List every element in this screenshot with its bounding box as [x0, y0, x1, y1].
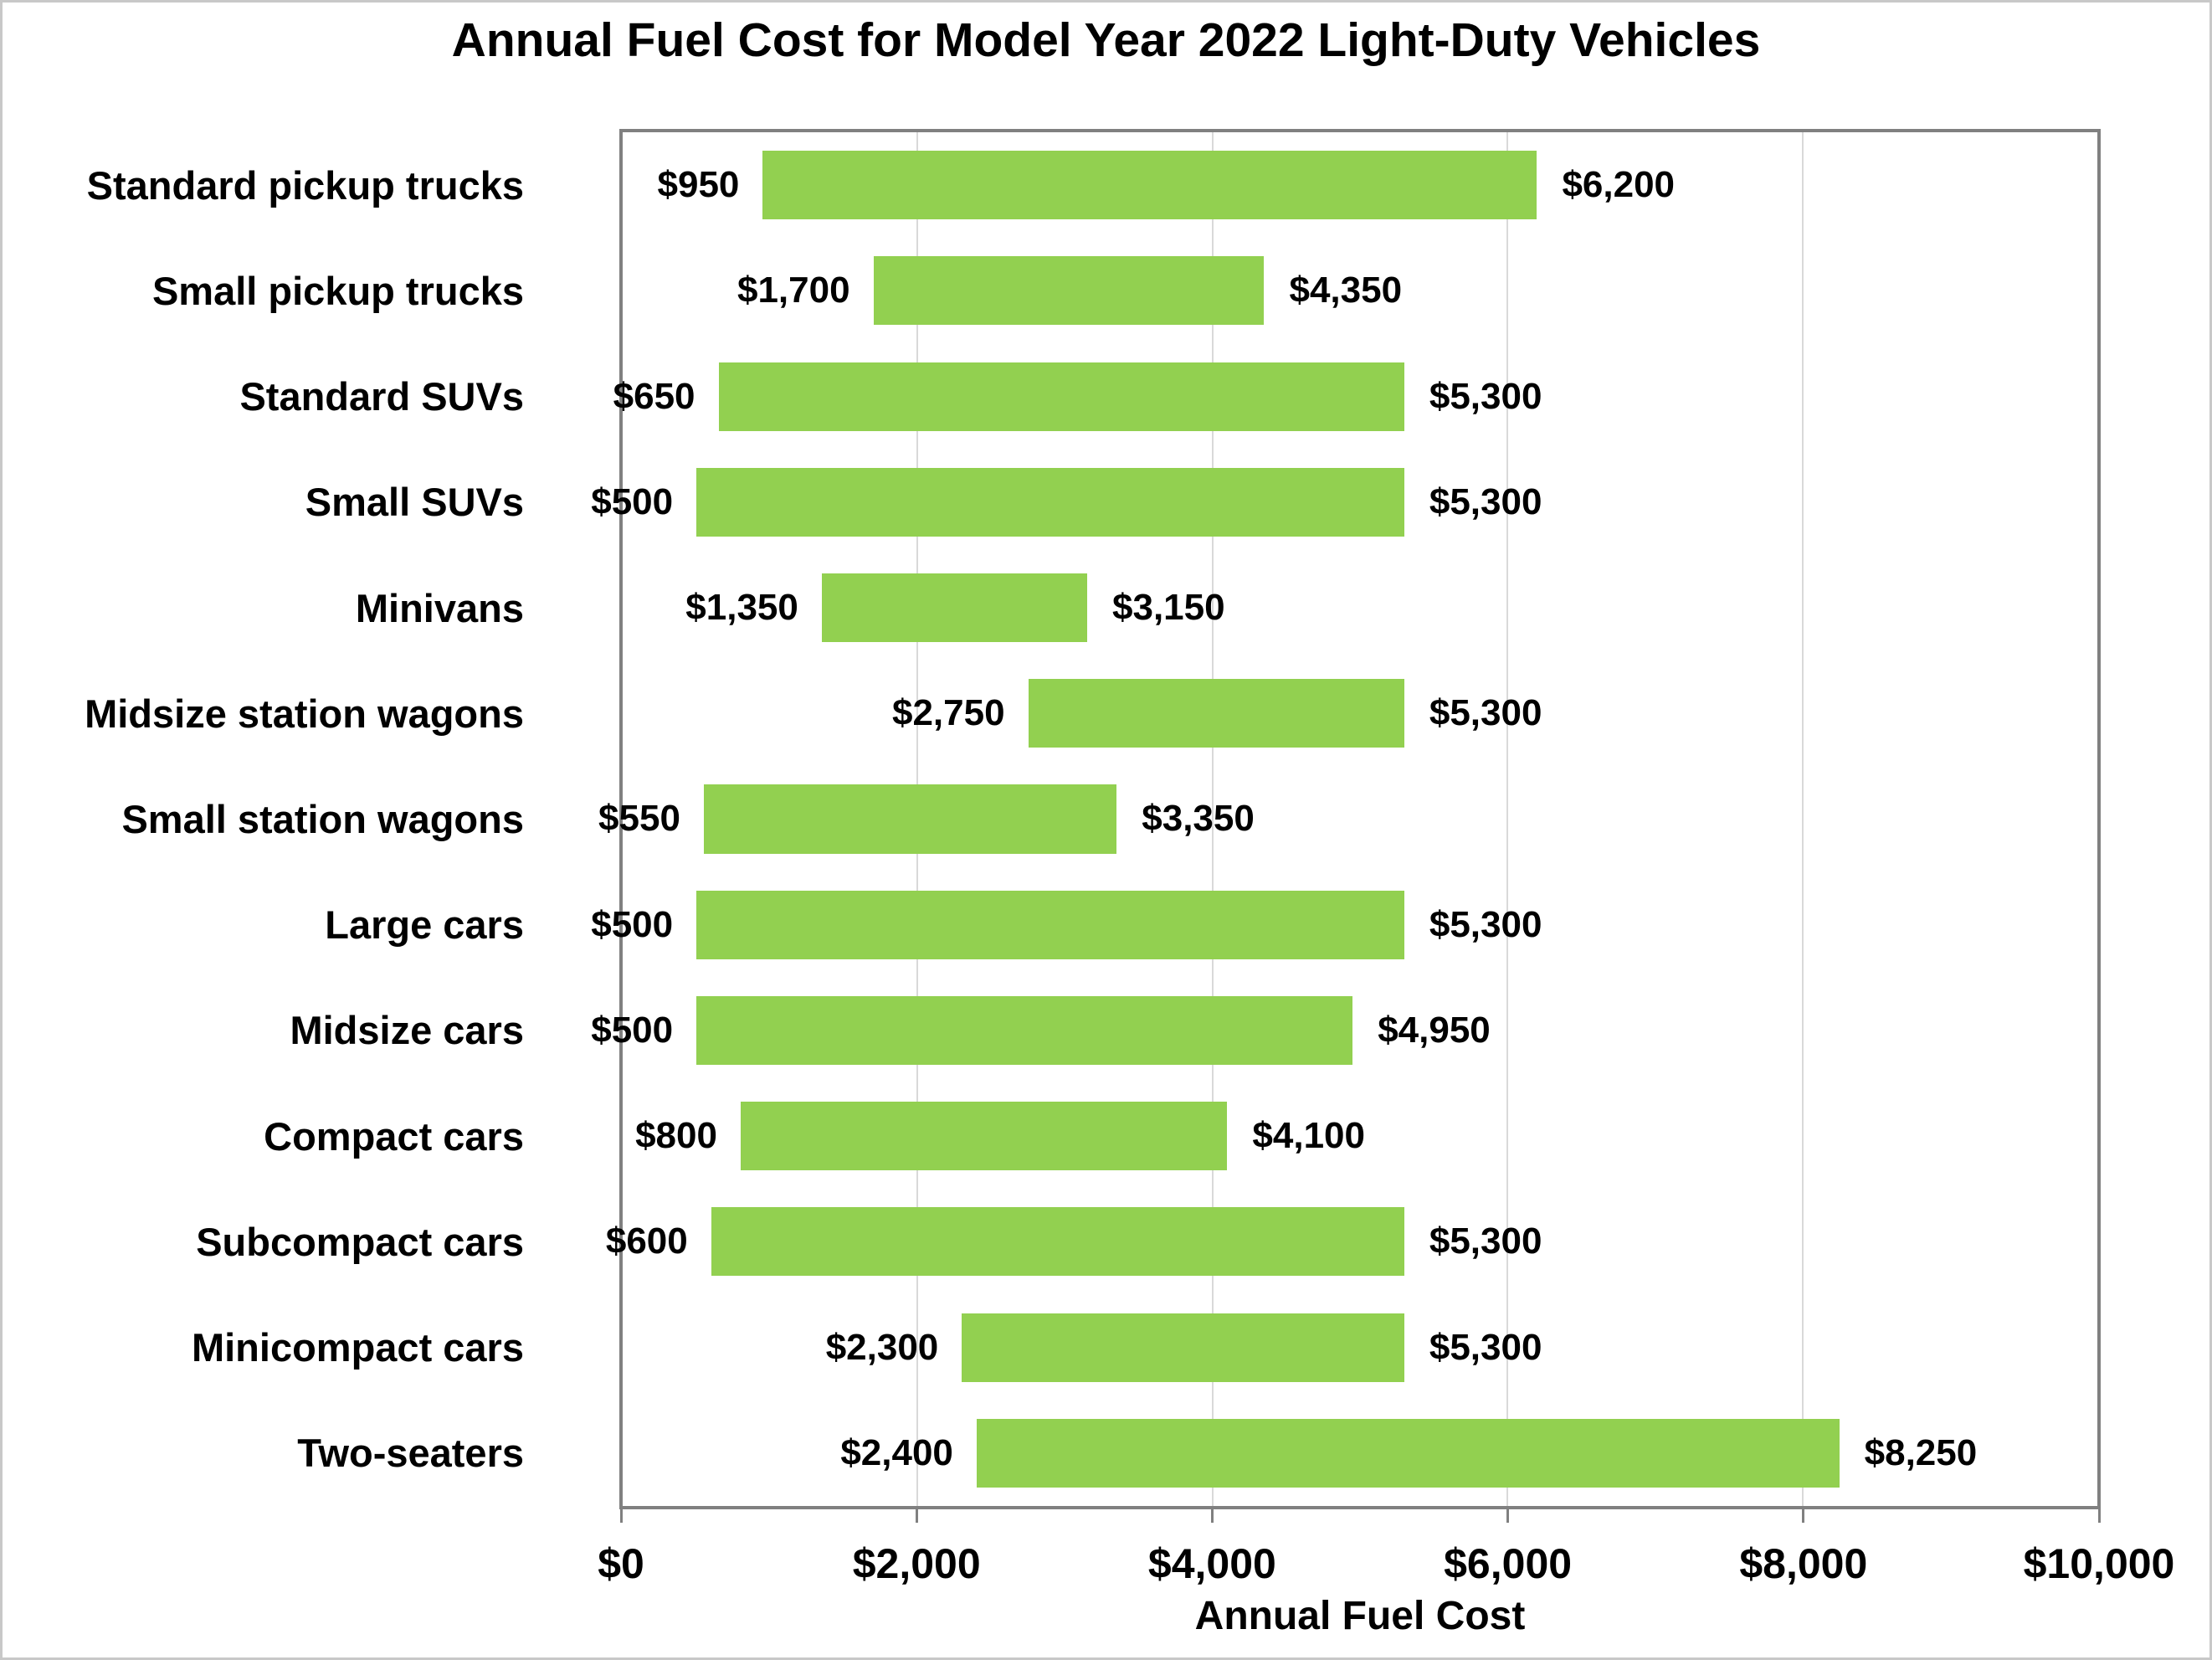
min-value-label: $800 — [635, 1115, 717, 1157]
range-bar — [873, 256, 1265, 326]
gridline — [1801, 132, 1804, 1506]
range-bar — [740, 1102, 1228, 1171]
chart-title: Annual Fuel Cost for Model Year 2022 Lig… — [451, 13, 1761, 67]
x-tick-label: $10,000 — [2023, 1540, 2175, 1587]
category-label: Minicompact cars — [191, 1325, 524, 1370]
x-tick-label: $8,000 — [1739, 1540, 1868, 1587]
x-tick-mark — [915, 1509, 918, 1523]
max-value-label: $3,150 — [1112, 587, 1225, 629]
x-tick-label: $4,000 — [1147, 1540, 1276, 1587]
range-bar — [718, 362, 1404, 431]
min-value-label: $500 — [591, 903, 674, 945]
min-value-label: $600 — [605, 1221, 688, 1262]
min-value-label: $500 — [591, 1009, 674, 1051]
x-tick-mark — [1506, 1509, 1510, 1523]
range-bar — [703, 784, 1117, 854]
max-value-label: $5,300 — [1429, 481, 1542, 522]
category-label: Standard pickup trucks — [86, 162, 524, 208]
max-value-label: $4,100 — [1252, 1115, 1365, 1157]
min-value-label: $2,300 — [825, 1326, 939, 1368]
range-bar — [762, 151, 1537, 220]
max-value-label: $5,300 — [1429, 692, 1542, 734]
category-label: Large cars — [325, 902, 524, 948]
plot-area: $950 $6,200 $1,700 $4,350 $650 $5,300 $500 $5,3… — [591, 129, 2101, 1509]
category-label: Small pickup trucks — [151, 268, 524, 313]
range-bar — [696, 890, 1404, 959]
bars-layer: $950 $6,200 $1,700 $4,350 $650 $5,300 $500 $5,3… — [591, 132, 2097, 1506]
range-bar — [696, 467, 1404, 537]
x-tick-label: $2,000 — [852, 1540, 981, 1587]
max-value-label: $4,350 — [1289, 270, 1403, 311]
category-label: Minivans — [355, 585, 524, 630]
x-axis-title: Annual Fuel Cost — [1194, 1594, 1526, 1638]
max-value-label: $5,300 — [1429, 1326, 1542, 1368]
min-value-label: $650 — [613, 375, 695, 417]
max-value-label: $6,200 — [1562, 164, 1676, 206]
range-bar — [711, 1207, 1404, 1277]
min-value-label: $1,700 — [736, 270, 850, 311]
y-axis-category-labels: Standard pickup trucks Small pickup truck… — [3, 132, 524, 1506]
gridline — [1506, 132, 1509, 1506]
max-value-label: $5,300 — [1429, 375, 1542, 417]
min-value-label: $550 — [598, 798, 680, 840]
max-value-label: $8,250 — [1864, 1431, 1978, 1473]
x-tick-mark — [1210, 1509, 1214, 1523]
range-bar — [696, 995, 1353, 1065]
category-label: Standard SUVs — [239, 374, 524, 419]
category-label: Midsize station wagons — [85, 691, 524, 736]
range-bar — [976, 1418, 1840, 1488]
max-value-label: $5,300 — [1429, 903, 1542, 945]
x-tick-label: $0 — [598, 1540, 644, 1587]
x-tick-mark — [2097, 1509, 2101, 1523]
max-value-label: $5,300 — [1429, 1221, 1542, 1262]
x-tick-label: $6,000 — [1444, 1540, 1573, 1587]
min-value-label: $1,350 — [685, 587, 798, 629]
category-label: Small SUVs — [305, 480, 524, 525]
max-value-label: $4,950 — [1378, 1009, 1491, 1051]
range-bar — [821, 573, 1088, 643]
min-value-label: $2,400 — [840, 1431, 953, 1473]
gridline — [1211, 132, 1214, 1506]
max-value-label: $3,350 — [1142, 798, 1255, 840]
min-value-label: $500 — [591, 481, 674, 522]
category-label: Two-seaters — [297, 1431, 524, 1476]
range-bar — [1028, 679, 1404, 748]
x-tick-mark — [1802, 1509, 1805, 1523]
range-bar — [962, 1313, 1404, 1382]
min-value-label: $950 — [657, 164, 740, 206]
min-value-label: $2,750 — [891, 692, 1005, 734]
x-tick-mark — [619, 1509, 623, 1523]
category-label: Subcompact cars — [196, 1219, 524, 1264]
category-label: Midsize cars — [290, 1008, 524, 1053]
category-label: Compact cars — [264, 1113, 524, 1159]
category-label: Small station wagons — [121, 796, 524, 841]
